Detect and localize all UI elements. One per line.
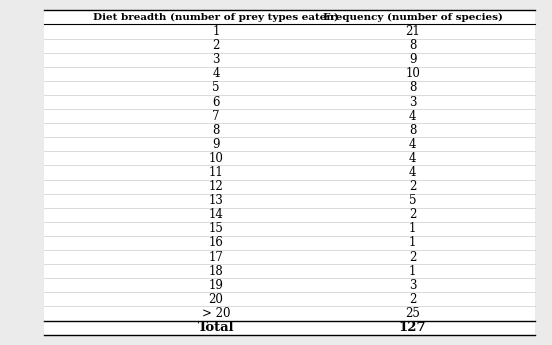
Text: 8: 8 [409, 124, 416, 137]
Text: 7: 7 [213, 110, 220, 122]
Text: 2: 2 [409, 208, 416, 221]
Text: 17: 17 [209, 250, 224, 264]
Text: 3: 3 [409, 279, 416, 292]
Text: 14: 14 [209, 208, 224, 221]
Text: 3: 3 [409, 96, 416, 108]
Text: 6: 6 [213, 96, 220, 108]
Text: 2: 2 [409, 293, 416, 306]
Bar [44, 10, 535, 335]
Text: 9: 9 [213, 138, 220, 151]
Text: 15: 15 [209, 223, 224, 235]
Text: 2: 2 [409, 250, 416, 264]
Text: 16: 16 [209, 237, 224, 249]
Text: 1: 1 [409, 237, 416, 249]
Text: 12: 12 [209, 180, 224, 193]
Text: 4: 4 [409, 166, 416, 179]
Text: 8: 8 [213, 124, 220, 137]
Text: 20: 20 [209, 293, 224, 306]
Text: 2: 2 [213, 39, 220, 52]
Text: 8: 8 [409, 39, 416, 52]
Text: 8: 8 [409, 81, 416, 95]
Text: 4: 4 [409, 138, 416, 151]
Text: 25: 25 [405, 307, 420, 320]
Text: 1: 1 [409, 265, 416, 278]
Text: 3: 3 [213, 53, 220, 66]
Text: 5: 5 [409, 194, 416, 207]
Text: 5: 5 [213, 81, 220, 95]
Text: 2: 2 [409, 180, 416, 193]
Text: Frequency (number of species): Frequency (number of species) [323, 13, 502, 22]
Text: 127: 127 [399, 321, 427, 334]
Text: 1: 1 [409, 223, 416, 235]
Text: 13: 13 [209, 194, 224, 207]
Text: > 20: > 20 [202, 307, 230, 320]
Text: 1: 1 [213, 25, 220, 38]
Text: 9: 9 [409, 53, 416, 66]
Text: 19: 19 [209, 279, 224, 292]
Text: 21: 21 [405, 25, 420, 38]
Text: 11: 11 [209, 166, 224, 179]
Text: 4: 4 [409, 152, 416, 165]
Text: Diet breadth (number of prey types eaten): Diet breadth (number of prey types eaten… [93, 13, 339, 22]
Text: 4: 4 [409, 110, 416, 122]
Text: 10: 10 [209, 152, 224, 165]
Text: 18: 18 [209, 265, 224, 278]
Text: 4: 4 [213, 67, 220, 80]
Text: 10: 10 [405, 67, 420, 80]
Text: Total: Total [198, 321, 235, 334]
